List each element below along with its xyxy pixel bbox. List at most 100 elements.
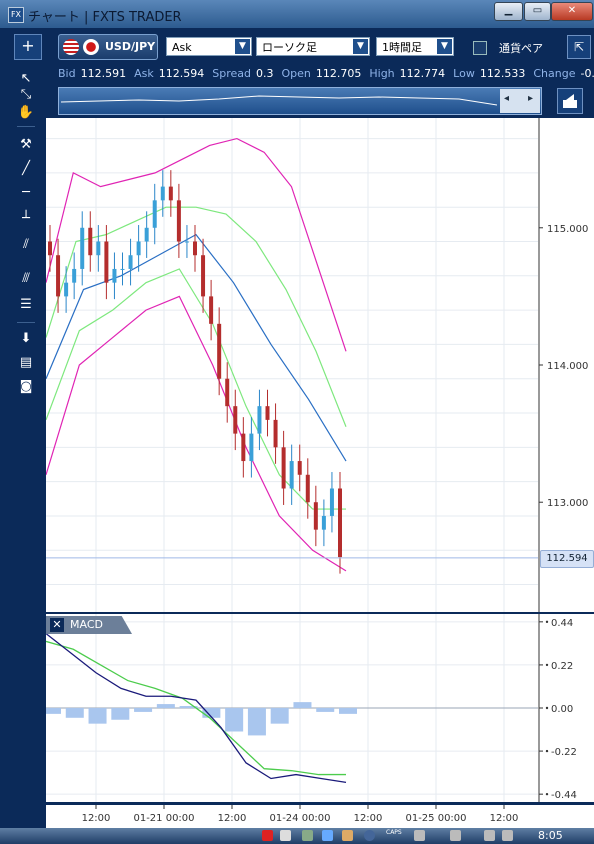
nav-left-icon[interactable]: ◂ [504,93,510,104]
download-arrow-icon[interactable]: ⬇ [20,331,32,346]
candle-body [168,186,173,201]
price-type-select[interactable]: Ask ▼ [166,37,252,56]
candle-body [160,186,165,201]
crosshair-pointer-icon[interactable]: ⤡ [20,87,32,102]
nav-right-icon[interactable]: ▸ [528,93,534,104]
macd-tick-label: -0.22 [551,747,577,758]
camera-glyph [563,94,577,108]
candle-body [241,433,246,462]
drawing-toolbar: ↖ ⤡ ✋ ⚒ ╱ ─ ┴ ⫽ ⫻ ☰ ⬇ ▤ ◙ [0,64,46,844]
tray-icon[interactable] [450,830,461,841]
candle-body [281,447,286,489]
candle-body [176,200,181,242]
candle-body [305,474,310,503]
tool-separator [17,322,35,323]
candle-body [184,241,189,243]
japan-flag-icon [83,39,99,55]
candle-body [329,488,334,516]
channel-tool-icon[interactable]: ⫽ [23,237,29,252]
chevron-down-icon: ▼ [235,39,250,54]
camera-icon[interactable]: ◙ [19,379,33,394]
chart-toolbar: + USD/JPY Ask ▼ ローソク足 ▼ 1時間足 ▼ 通貨ペア ⇱ [0,28,594,64]
network-icon[interactable] [302,830,313,841]
time-tick-label: 01-25 00:00 [405,813,466,824]
navigator-line [60,95,498,106]
close-button[interactable]: ✕ [551,2,593,21]
candle-body [88,227,93,256]
candle-body [289,461,294,489]
window-titlebar: FX チャート | FXTS TRADER ▁ ▭ ✕ [0,0,594,28]
box-icon[interactable] [342,830,353,841]
pointer-tool-icon[interactable]: ↖ [20,71,32,86]
trendline-tool-icon[interactable]: ╱ [22,161,30,176]
macd-tick-label: 0.00 [551,704,573,715]
candle-body [249,433,254,462]
macd-chart[interactable]: 0.44 0.22 0.00 -0.22 -0.44 [43,614,594,802]
help-icon[interactable] [364,830,375,841]
tool-separator [17,126,35,127]
candle-body [265,406,270,420]
high-label: High [369,67,395,80]
macd-histogram-bar [339,708,357,714]
current-price-tag: 112.594 [540,550,594,568]
macd-histogram-bar [65,708,84,718]
candle-body [297,461,302,475]
time-tick-label: 12:00 [82,813,111,824]
macd-histogram-bar [225,708,244,732]
macd-line [45,633,347,784]
record-icon[interactable] [262,830,273,841]
price-chart[interactable]: 115.000 114.000 113.000 [45,118,594,612]
screenshot-icon[interactable] [557,88,583,114]
chart-navigator[interactable]: ◂ ▸ [58,87,542,115]
maximize-button[interactable]: ▭ [524,2,551,21]
symbol-button[interactable]: USD/JPY [58,34,158,60]
fibonacci-tool-icon[interactable]: ☰ [20,297,32,312]
fan-tool-icon[interactable]: ⫻ [22,271,30,286]
macd-label: MACD [70,618,103,631]
vertical-line-icon[interactable]: ┴ [22,211,30,226]
hand-tool-icon[interactable]: ✋ [17,105,35,120]
open-label: Open [281,67,311,80]
low-label: Low [453,67,475,80]
monitor-icon[interactable] [280,830,291,841]
candle-body [72,268,77,283]
os-taskbar: CAPS 8:05 [0,828,594,844]
quote-bar: Bid 112.591 Ask 112.594 Spread 0.3 Open 112.705… [46,64,594,84]
time-tick-label: 12:00 [490,813,519,824]
chart-type-select[interactable]: ローソク足 ▼ [256,37,370,56]
navigator-window[interactable]: ◂ ▸ [500,89,540,113]
horizontal-line-icon[interactable]: ─ [22,185,30,200]
time-axis-svg: 12:00 01-21 00:00 12:00 01-24 00:00 12:00 01-… [82,805,519,824]
candle-body [56,255,61,297]
moving-average-line [45,233,347,462]
list-panel-icon[interactable]: ▤ [19,355,33,370]
candle-body [64,282,69,297]
candle-body [152,200,157,228]
minimize-button[interactable]: ▁ [494,2,523,21]
currency-pair-checkbox[interactable] [473,41,487,55]
keyboard-icon[interactable] [414,830,425,841]
candle-body [217,323,222,379]
add-chart-button[interactable]: + [14,34,42,60]
upper-mid-band-line [45,206,347,427]
hammer-tool-icon[interactable]: ⚒ [20,137,32,152]
close-indicator-icon[interactable]: ✕ [50,618,64,632]
time-tick-label: 12:00 [218,813,247,824]
undock-arrow-icon[interactable]: ⇱ [567,35,591,59]
window-title: チャート | FXTS TRADER [28,10,182,25]
timeframe-select[interactable]: 1時間足 ▼ [376,37,454,56]
speaker-icon[interactable] [502,830,513,841]
price-tick-label: 115.000 [547,224,588,235]
macd-tick-label: 0.22 [551,661,573,672]
candle-body [96,241,101,256]
candle-body [225,378,230,407]
candle-body [201,255,206,297]
clock: 8:05 [538,829,563,842]
lower-bollinger-line [45,295,347,572]
upper-bollinger-line [45,137,347,352]
chevron-down-icon: ▼ [353,39,368,54]
candle-body [136,241,141,256]
chat-icon[interactable] [322,830,333,841]
candle-body [112,268,117,283]
tray-icon[interactable] [484,830,495,841]
